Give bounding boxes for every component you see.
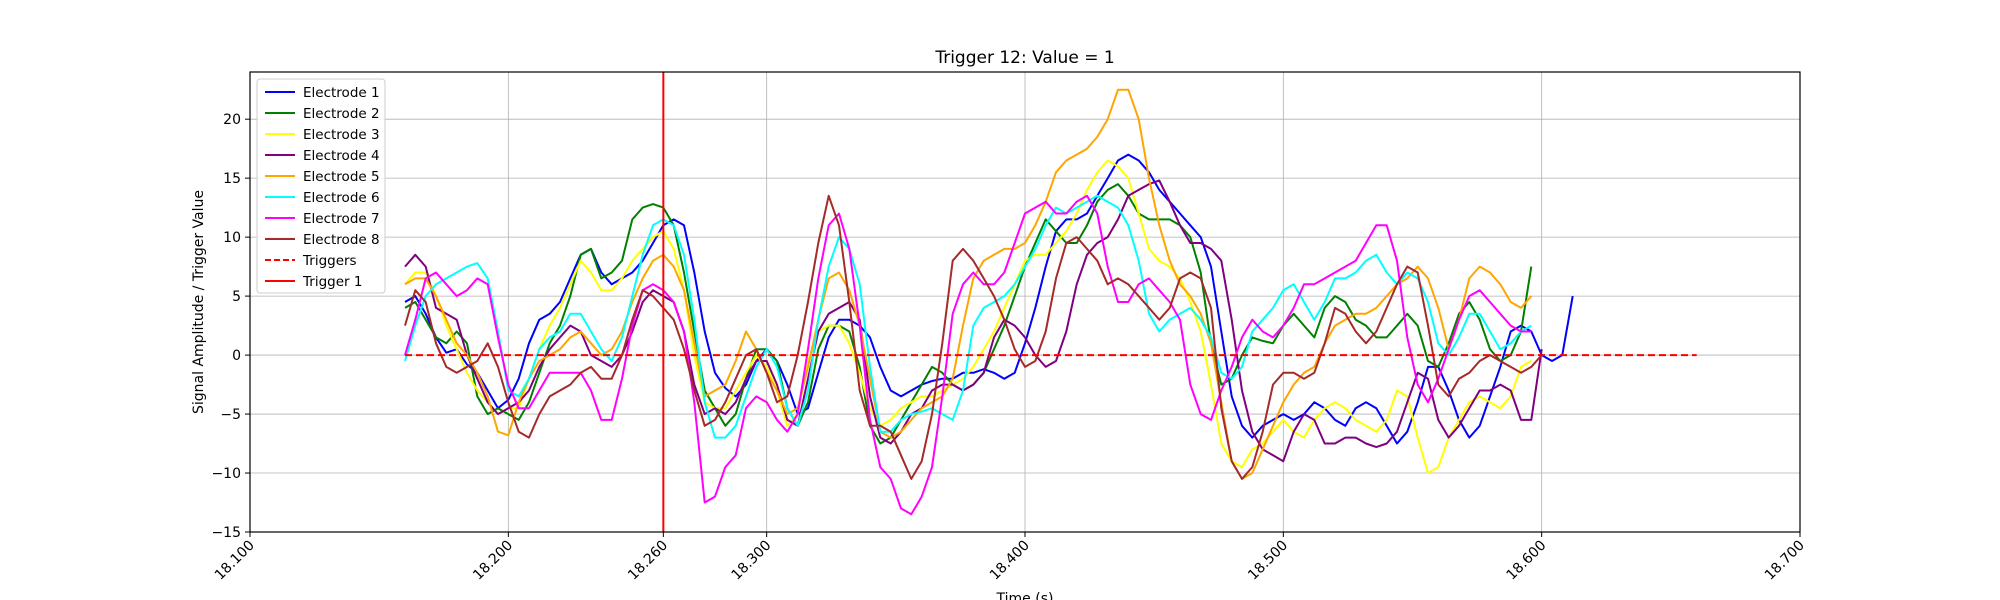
y-tick-label: −10 — [211, 466, 241, 482]
series-line-electrode-3 — [404, 159, 1532, 474]
legend-label-electrode-6: Electrode 6 — [303, 190, 380, 206]
y-tick-label: 15 — [223, 171, 241, 187]
series-line-electrode-4 — [404, 179, 1543, 463]
chart-title: Trigger 12: Value = 1 — [934, 48, 1114, 68]
legend-label-electrode-7: Electrode 7 — [303, 211, 380, 227]
y-tick-label: 20 — [223, 112, 241, 128]
y-tick-label: 5 — [232, 289, 241, 305]
x-axis-label: Time (s) — [996, 591, 1054, 600]
series-line-electrode-1 — [404, 153, 1574, 445]
y-tick-label: 0 — [232, 348, 241, 364]
y-axis: −15 −10 −5 0 5 10 15 20 — [211, 112, 250, 541]
series-line-electrode-7 — [404, 194, 1532, 516]
series-line-electrode-8 — [404, 194, 1543, 480]
y-tick-label: −15 — [211, 525, 241, 541]
series-layer — [404, 72, 1697, 532]
legend-label-electrode-8: Electrode 8 — [303, 232, 380, 248]
y-tick-label: 10 — [223, 230, 241, 246]
series-line-electrode-6 — [404, 194, 1532, 439]
series-line-electrode-5 — [404, 88, 1533, 480]
legend-label-trigger-1: Trigger 1 — [302, 274, 362, 290]
y-axis-label: Signal Amplitude / Trigger Value — [191, 190, 207, 414]
legend: Electrode 1 Electrode 2 Electrode 3 Electro… — [256, 78, 386, 294]
y-tick-label: −5 — [220, 407, 241, 423]
legend-label-electrode-1: Electrode 1 — [303, 85, 380, 101]
legend-label-electrode-5: Electrode 5 — [303, 169, 380, 185]
legend-label-electrode-4: Electrode 4 — [303, 148, 380, 164]
legend-label-electrode-3: Electrode 3 — [303, 127, 380, 143]
legend-label-triggers: Triggers — [302, 253, 357, 269]
legend-label-electrode-2: Electrode 2 — [303, 106, 380, 122]
